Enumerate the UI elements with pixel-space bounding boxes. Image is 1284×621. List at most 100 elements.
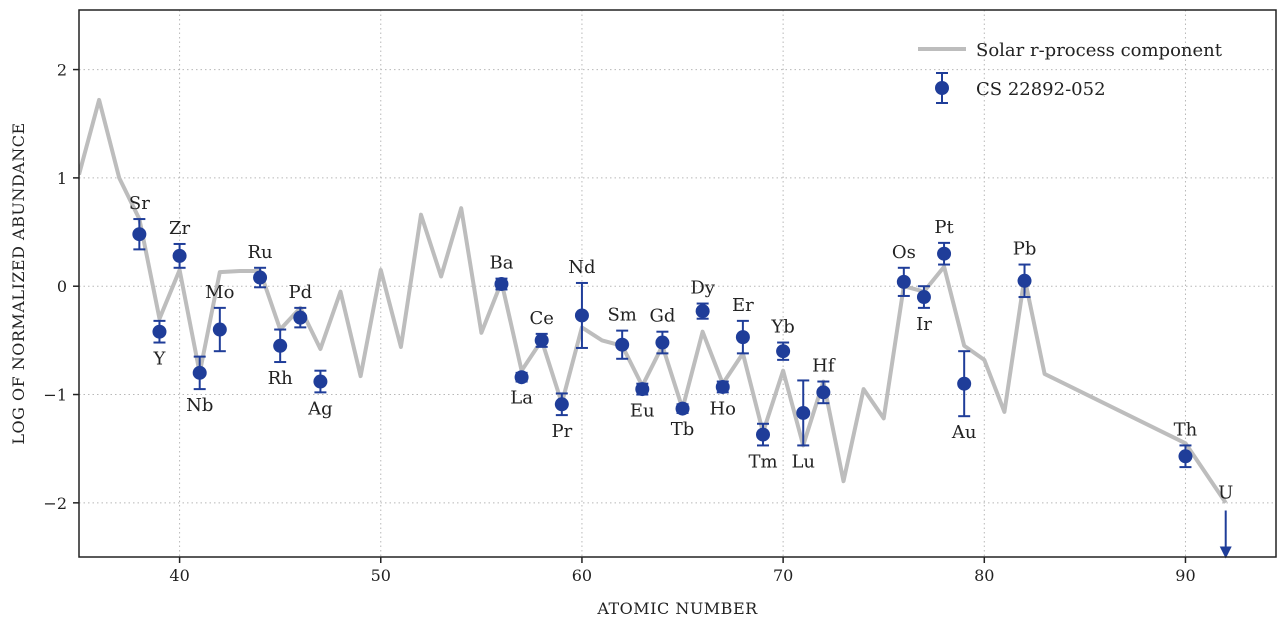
y-tick-label: −2: [43, 494, 67, 513]
data-marker: [695, 304, 710, 319]
data-point-ag: [313, 369, 328, 394]
data-marker: [574, 308, 589, 323]
x-axis-title: ATOMIC NUMBER: [596, 599, 758, 618]
data-marker: [494, 277, 509, 292]
data-point-ir: [916, 285, 931, 309]
data-point-ru: [253, 266, 268, 289]
data-marker: [313, 374, 328, 389]
element-label-tb: Tb: [671, 419, 695, 440]
element-label-ir: Ir: [916, 314, 932, 335]
data-marker: [514, 370, 529, 385]
data-marker: [192, 365, 207, 380]
data-marker: [675, 401, 690, 416]
y-tick-label: 2: [57, 61, 67, 80]
element-label-ag: Ag: [307, 398, 333, 419]
data-marker: [937, 246, 952, 261]
data-point-eu: [635, 382, 650, 397]
element-label-eu: Eu: [630, 401, 655, 422]
data-marker: [916, 290, 931, 305]
y-tick-label: 1: [57, 169, 67, 188]
data-marker: [715, 379, 730, 394]
element-label-pr: Pr: [551, 421, 572, 442]
y-tick-label: −1: [43, 386, 67, 405]
data-point-sm: [615, 329, 630, 360]
x-tick-label: 40: [169, 566, 189, 585]
data-point-gd: [655, 330, 670, 355]
data-point-yb: [776, 341, 791, 361]
legend: Solar r-process component CS 22892-052: [918, 40, 1223, 104]
data-marker: [756, 427, 770, 442]
solar-r-process-polyline: [79, 97, 1228, 504]
data-point-rh: [273, 328, 288, 364]
legend-entry-solar: Solar r-process component: [976, 40, 1223, 61]
element-label-la: La: [510, 388, 533, 409]
legend-entry-star: CS 22892-052: [976, 79, 1106, 100]
data-marker: [776, 344, 791, 359]
data-point-nb: [192, 355, 207, 391]
data-marker: [816, 385, 831, 400]
data-point-th: [1178, 444, 1193, 469]
data-point-lu: [796, 379, 811, 447]
data-point-tb: [675, 401, 690, 416]
data-marker: [253, 270, 268, 285]
x-tick-label: 50: [371, 566, 391, 585]
data-marker: [635, 382, 650, 397]
element-label-nd: Nd: [568, 257, 595, 278]
data-point-dy: [695, 302, 710, 320]
solar-r-process-line: [79, 97, 1228, 504]
data-marker: [172, 248, 187, 263]
x-tick-label: 60: [572, 566, 592, 585]
data-point-pb: [1017, 263, 1032, 299]
data-marker: [132, 227, 147, 242]
element-label-nb: Nb: [186, 395, 213, 416]
legend-point-swatch: [935, 72, 949, 104]
upper-limit-arrow-head: [1219, 546, 1232, 559]
data-point-au: [957, 350, 972, 418]
element-label-zr: Zr: [169, 218, 191, 239]
element-label-rh: Rh: [268, 368, 294, 389]
element-label-sm: Sm: [607, 305, 636, 326]
legend-marker: [935, 81, 949, 95]
element-label-th: Th: [1174, 419, 1198, 440]
element-label-lu: Lu: [791, 451, 815, 472]
upper-limits: [1219, 510, 1232, 559]
data-point-la: [514, 370, 529, 385]
data-marker: [615, 337, 630, 352]
upper-limit-u: [1219, 510, 1232, 559]
element-label-y: Y: [153, 349, 167, 370]
element-label-mo: Mo: [205, 282, 234, 303]
x-tick-label: 90: [1175, 566, 1195, 585]
data-marker: [655, 335, 670, 350]
y-tick-label: 0: [57, 277, 67, 296]
data-marker: [554, 397, 569, 412]
data-point-nd: [574, 281, 589, 349]
data-point-mo: [212, 306, 227, 353]
element-label-ba: Ba: [489, 253, 513, 274]
data-point-os: [896, 266, 911, 297]
data-marker: [1017, 273, 1032, 288]
element-label-ho: Ho: [709, 398, 736, 419]
data-point-pd: [293, 306, 308, 329]
data-marker: [735, 330, 750, 345]
element-label-pb: Pb: [1013, 239, 1037, 260]
element-label-tm: Tm: [748, 451, 777, 472]
data-marker: [293, 310, 308, 325]
x-tick-label: 70: [773, 566, 793, 585]
element-label-au: Au: [951, 422, 977, 443]
element-label-ru: Ru: [247, 242, 272, 263]
element-label-sr: Sr: [129, 193, 150, 214]
data-point-ho: [715, 379, 730, 394]
data-point-pt: [937, 241, 952, 266]
data-marker: [273, 338, 288, 353]
data-point-tm: [756, 422, 770, 447]
data-marker: [212, 322, 227, 337]
data-marker: [796, 405, 811, 420]
data-point-er: [735, 319, 750, 355]
data-points: [132, 218, 1193, 469]
element-label-u: U: [1218, 483, 1233, 504]
data-marker: [152, 324, 167, 339]
element-label-pt: Pt: [934, 217, 954, 238]
data-point-pr: [554, 392, 569, 417]
data-marker: [957, 376, 972, 391]
y-axis-title: LOG OF NORMALIZED ABUNDANCE: [9, 122, 28, 444]
